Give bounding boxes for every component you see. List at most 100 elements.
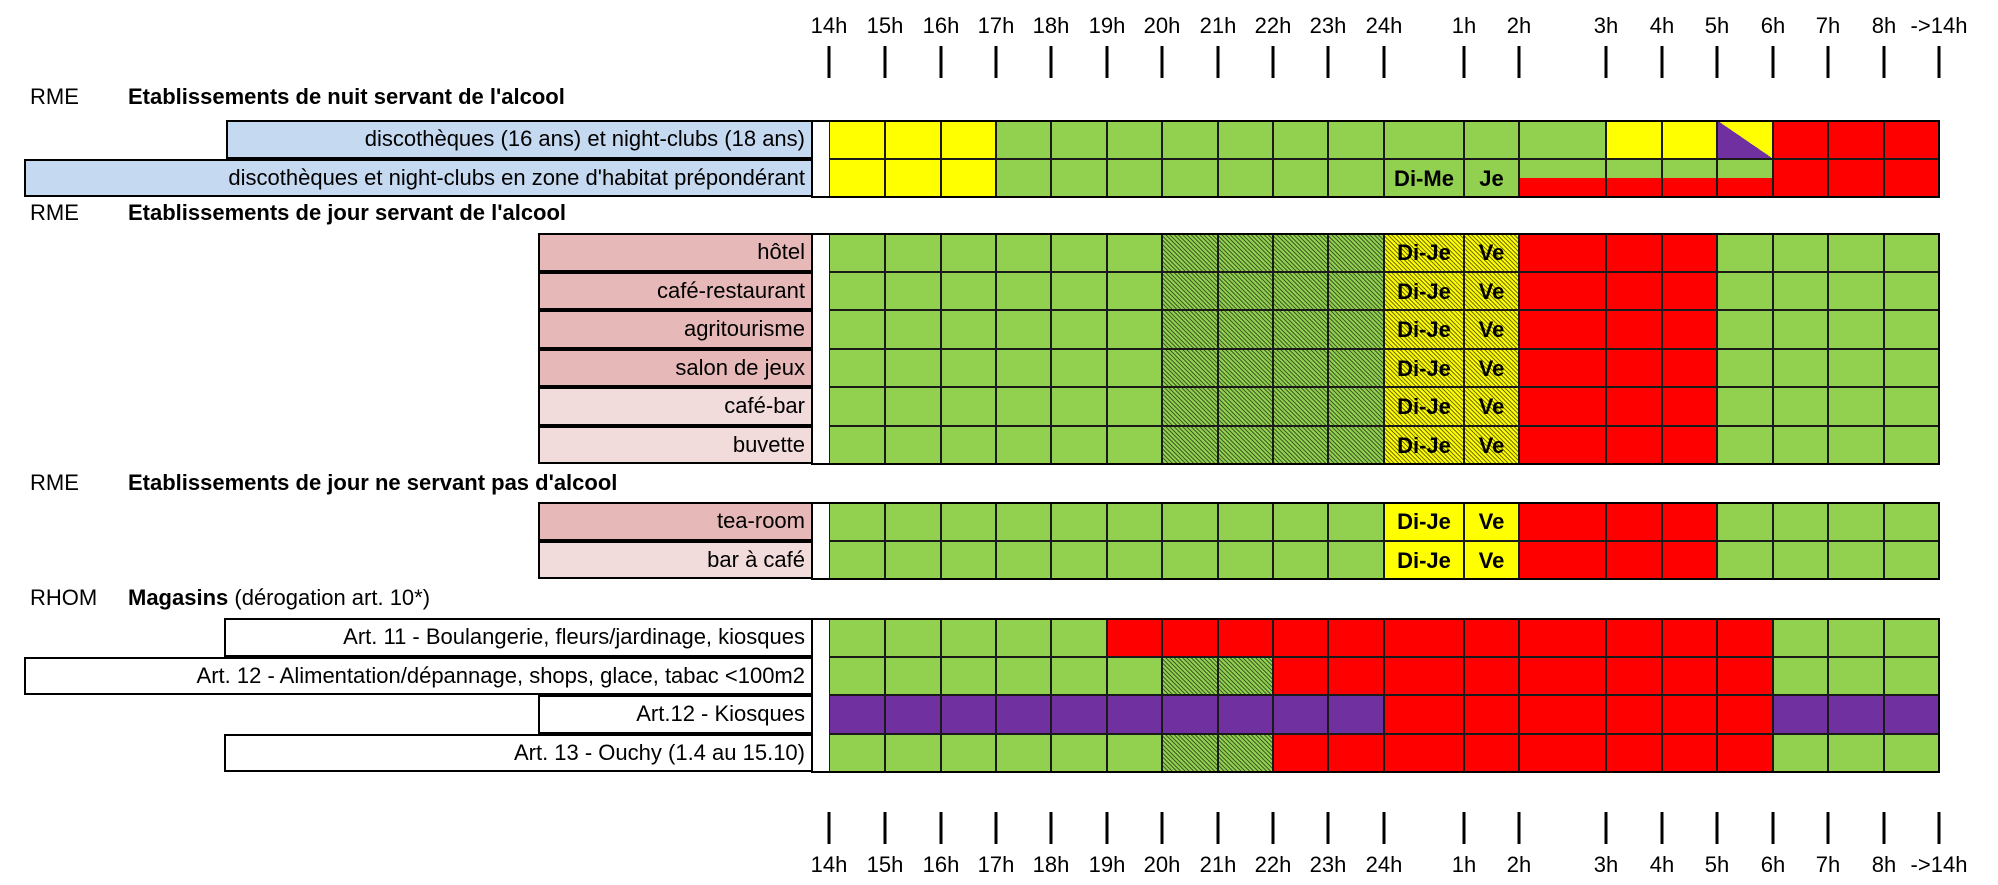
schedule-cell (1717, 502, 1773, 541)
hour-label: 5h (1704, 13, 1730, 38)
schedule-cell (1107, 120, 1162, 159)
schedule-cell (1162, 348, 1218, 387)
hour-tick (1771, 812, 1775, 844)
cell-mark: Di-Je (1397, 317, 1451, 343)
schedule-cell (1162, 695, 1218, 734)
schedule-cell (1384, 502, 1464, 541)
schedule-cell (1773, 502, 1828, 541)
hour-tick (1271, 46, 1275, 78)
schedule-cell (1107, 158, 1162, 197)
schedule-cell (1107, 310, 1162, 349)
schedule-cell (1273, 120, 1328, 159)
schedule-cell (1606, 618, 1662, 657)
schedule-cell (941, 540, 996, 579)
schedule-cell (1162, 425, 1218, 464)
schedule-cell (1519, 120, 1606, 159)
hour-label: 2h (1506, 13, 1532, 38)
schedule-cell (1162, 656, 1218, 695)
schedule-cell (1606, 233, 1662, 272)
hour-label: 15h (866, 852, 904, 877)
schedule-cell (1717, 425, 1773, 464)
schedule-cell (1773, 233, 1828, 272)
schedule-cell (885, 233, 941, 272)
schedule-cell (1828, 733, 1884, 772)
hour-label: ->14h (1910, 852, 1968, 877)
cell-mark: Di-Je (1397, 509, 1451, 535)
schedule-cell (1162, 502, 1218, 541)
schedule-cell (1464, 733, 1519, 772)
spacer-column (811, 233, 829, 464)
hour-tick (1826, 812, 1830, 844)
hour-tick (1937, 812, 1941, 844)
row-label: Art. 13 - Ouchy (1.4 au 15.10) (224, 733, 811, 772)
schedule-cell (1051, 120, 1107, 159)
schedule-cell (885, 310, 941, 349)
schedule-cell (1519, 310, 1606, 349)
group-code: RHOM (30, 585, 98, 610)
schedule-cell (1717, 733, 1773, 772)
schedule-cell (885, 733, 941, 772)
schedule-cell (1773, 540, 1828, 579)
hour-label: 17h (977, 852, 1015, 877)
schedule-cell (1884, 502, 1939, 541)
row-label: café-bar (538, 387, 811, 426)
schedule-cell (1773, 271, 1828, 310)
hour-tick (1660, 812, 1664, 844)
schedule-cell (829, 733, 885, 772)
schedule-cell (1717, 618, 1773, 657)
schedule-cell (885, 425, 941, 464)
schedule-cell (1107, 733, 1162, 772)
schedule-cell (1884, 120, 1939, 159)
schedule-cell (1384, 310, 1464, 349)
schedule-cell (1519, 387, 1606, 426)
schedule-cell (829, 310, 885, 349)
schedule-cell (1828, 271, 1884, 310)
schedule-cell (1328, 540, 1384, 579)
hour-label: 18h (1032, 13, 1070, 38)
schedule-cell (1384, 348, 1464, 387)
hour-tick (994, 812, 998, 844)
schedule-cell (941, 618, 996, 657)
row-label: café-restaurant (538, 271, 811, 310)
schedule-cell (1107, 387, 1162, 426)
schedule-cell (1328, 233, 1384, 272)
schedule-cell (1828, 120, 1884, 159)
schedule-cell (1884, 425, 1939, 464)
schedule-cell (1662, 502, 1717, 541)
schedule-cell (1662, 120, 1717, 159)
schedule-cell (1051, 618, 1107, 657)
schedule-cell (1328, 271, 1384, 310)
hour-tick (1937, 46, 1941, 78)
schedule-cell (1384, 618, 1464, 657)
schedule-cell (1273, 158, 1328, 197)
schedule-cell (1051, 540, 1107, 579)
schedule-cell (1717, 158, 1773, 197)
schedule-cell (885, 271, 941, 310)
hour-tick (1604, 46, 1608, 78)
schedule-cell (941, 158, 996, 197)
cell-mark: Ve (1478, 317, 1505, 343)
schedule-cell (941, 310, 996, 349)
hour-tick (1882, 812, 1886, 844)
hour-label: 6h (1760, 13, 1786, 38)
schedule-cell (1606, 733, 1662, 772)
hour-label: 14h (810, 852, 848, 877)
hour-tick (1049, 46, 1053, 78)
hour-tick (994, 46, 998, 78)
schedule-cell (1218, 502, 1273, 541)
schedule-cell (1662, 348, 1717, 387)
schedule-cell (1606, 120, 1662, 159)
schedule-cell (1051, 348, 1107, 387)
schedule-cell (996, 656, 1051, 695)
hour-label: 16h (922, 13, 960, 38)
cell-mark: Di-Je (1397, 432, 1451, 458)
cell-mark: Ve (1478, 547, 1505, 573)
schedule-cell (1051, 233, 1107, 272)
hour-tick (1462, 812, 1466, 844)
schedule-cell (829, 502, 885, 541)
schedule-cell (1828, 618, 1884, 657)
cell-mark: Di-Je (1397, 240, 1451, 266)
schedule-cell (1519, 271, 1606, 310)
schedule-cell (1828, 695, 1884, 734)
schedule-cell (1218, 733, 1273, 772)
